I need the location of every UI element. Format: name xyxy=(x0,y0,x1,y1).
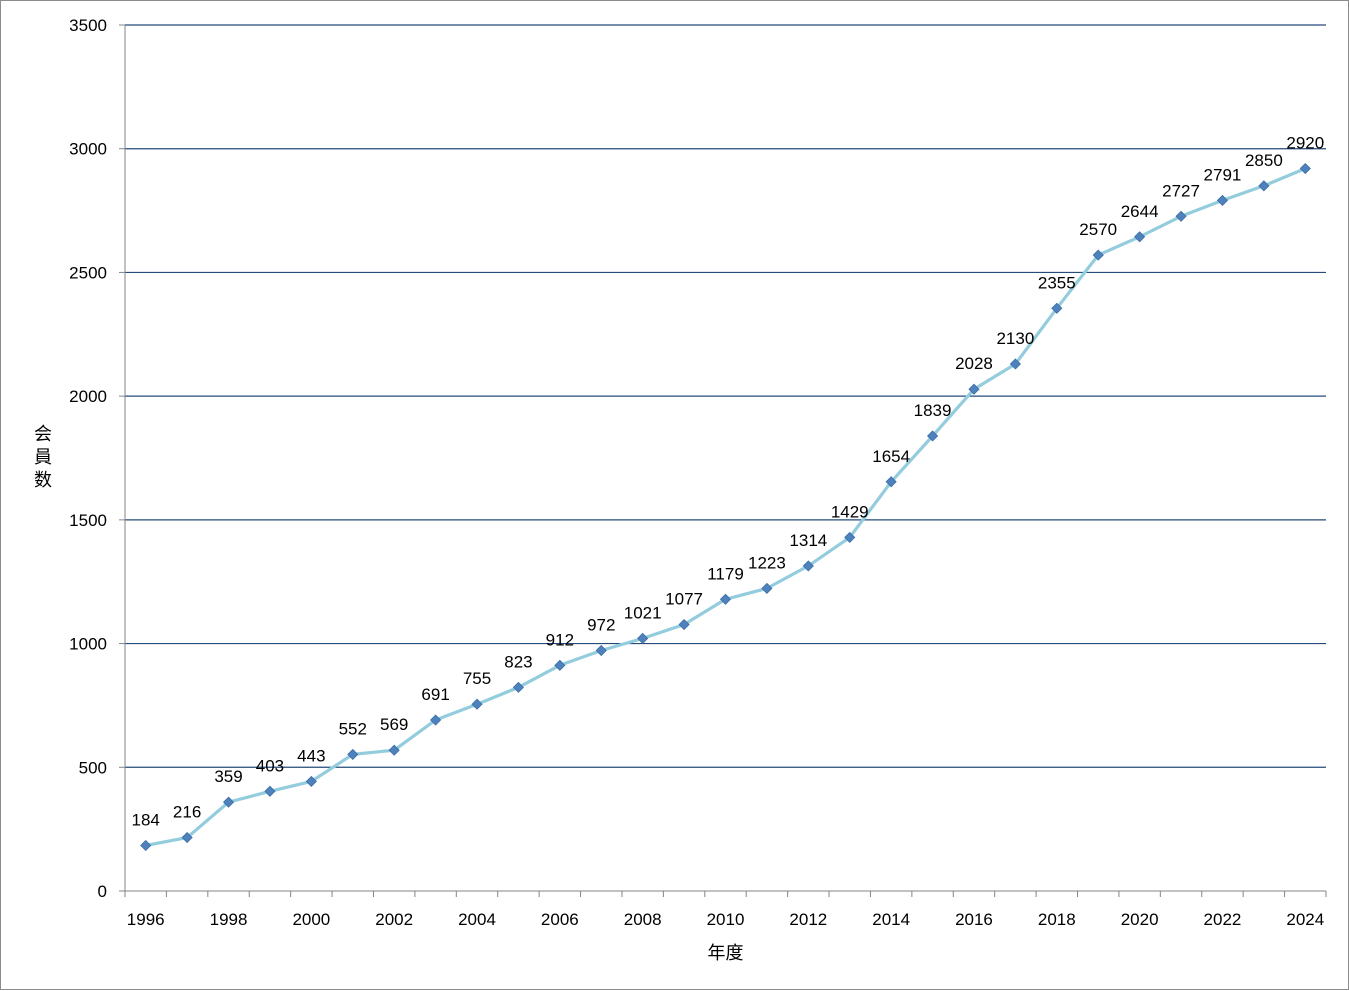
series-line xyxy=(145,167,1306,848)
data-label: 1839 xyxy=(914,401,952,420)
data-label: 1179 xyxy=(707,564,744,583)
data-point xyxy=(637,632,649,644)
data-point xyxy=(347,748,359,760)
data-label: 1223 xyxy=(748,553,786,572)
data-point xyxy=(222,796,235,808)
x-tick-label: 2018 xyxy=(1038,910,1076,929)
data-point xyxy=(1258,180,1270,192)
data-point xyxy=(1175,210,1187,222)
data-label: 1654 xyxy=(872,447,910,466)
data-point xyxy=(595,644,607,657)
gridlines xyxy=(125,24,1326,768)
data-point xyxy=(430,714,442,726)
data-point xyxy=(1009,358,1021,370)
data-point xyxy=(1051,302,1063,314)
data-point xyxy=(719,593,732,605)
data-point xyxy=(305,775,317,787)
data-point xyxy=(264,785,276,797)
data-label: 755 xyxy=(463,669,491,688)
data-label: 443 xyxy=(297,746,325,765)
x-tick-label: 1996 xyxy=(127,910,165,929)
data-point xyxy=(968,383,980,395)
y-tick-label: 500 xyxy=(79,758,107,777)
x-tick-labels: 1996 1998 2000 2002 2004 2006 2008 2010 2012 2014… xyxy=(127,910,1324,929)
data-label: 1429 xyxy=(831,502,869,521)
data-point xyxy=(927,430,939,442)
x-tick-label: 1998 xyxy=(210,910,248,929)
data-label: 2850 xyxy=(1245,151,1283,170)
data-label: 1021 xyxy=(624,603,662,622)
data-label: 912 xyxy=(546,630,574,649)
data-label: 972 xyxy=(587,615,615,634)
y-tick-label: 0 xyxy=(98,882,107,901)
x-axis-title: 年度 xyxy=(708,943,744,964)
data-point xyxy=(802,560,814,572)
y-tick-label: 2000 xyxy=(69,387,107,406)
data-label: 2028 xyxy=(955,354,993,373)
x-tick-label: 2008 xyxy=(624,910,662,929)
x-tick-label: 2002 xyxy=(375,910,413,929)
x-tick-label: 2020 xyxy=(1121,910,1159,929)
y-tick-label: 1500 xyxy=(69,511,107,530)
data-label: 2920 xyxy=(1286,134,1324,153)
data-label: 2130 xyxy=(996,329,1034,348)
y-tick-label: 2500 xyxy=(69,263,107,282)
series-membership xyxy=(140,162,1311,852)
data-point xyxy=(471,698,483,710)
data-label: 691 xyxy=(421,685,449,704)
data-point xyxy=(1092,249,1104,261)
data-point xyxy=(554,659,566,671)
data-label: 359 xyxy=(214,767,242,786)
data-label: 2644 xyxy=(1121,202,1159,221)
y-tick-label: 3500 xyxy=(69,16,107,35)
data-label: 1077 xyxy=(665,590,703,609)
data-label: 184 xyxy=(132,810,160,829)
data-point xyxy=(1299,162,1311,175)
y-axis-title: 会員数 xyxy=(34,424,52,491)
data-point xyxy=(140,839,152,852)
data-label: 552 xyxy=(339,719,367,738)
data-point xyxy=(388,744,400,756)
data-point xyxy=(1216,194,1229,206)
data-point xyxy=(761,582,773,594)
data-point xyxy=(885,476,897,488)
x-tick-label: 2014 xyxy=(872,910,910,929)
data-point xyxy=(512,681,524,693)
data-label: 1314 xyxy=(789,531,827,550)
x-tick-label: 2022 xyxy=(1204,910,1242,929)
data-label: 823 xyxy=(504,652,532,671)
y-axis-title-char: 員 xyxy=(34,447,52,468)
data-label: 216 xyxy=(173,803,201,822)
data-label: 2570 xyxy=(1079,220,1117,239)
x-tick-label: 2010 xyxy=(707,910,745,929)
x-tick-label: 2016 xyxy=(955,910,993,929)
data-point xyxy=(678,618,690,631)
x-tick-label: 2000 xyxy=(292,910,330,929)
data-label: 2727 xyxy=(1162,181,1200,200)
x-tick-label: 2012 xyxy=(789,910,827,929)
data-label: 403 xyxy=(256,756,284,775)
y-tick-label: 1000 xyxy=(69,635,107,654)
x-tick-label: 2006 xyxy=(541,910,579,929)
data-point xyxy=(844,531,856,543)
data-point xyxy=(1134,231,1146,243)
y-axis-title-char: 数 xyxy=(34,470,52,491)
data-labels: 184 216 359 403 443 552 569 691 755 823 912 972 1021… xyxy=(132,134,1325,830)
data-label: 2791 xyxy=(1204,165,1242,184)
data-label: 569 xyxy=(380,715,408,734)
data-label: 2355 xyxy=(1038,273,1076,292)
y-tick-label: 3000 xyxy=(69,140,107,159)
x-tick-label: 2004 xyxy=(458,910,496,929)
axes xyxy=(119,24,1327,897)
x-tick-label: 2024 xyxy=(1286,910,1324,929)
y-tick-labels: 0 500 1000 1500 2000 2500 3000 3500 xyxy=(69,16,107,901)
y-axis-title-char: 会 xyxy=(34,424,52,445)
data-point xyxy=(181,831,193,844)
